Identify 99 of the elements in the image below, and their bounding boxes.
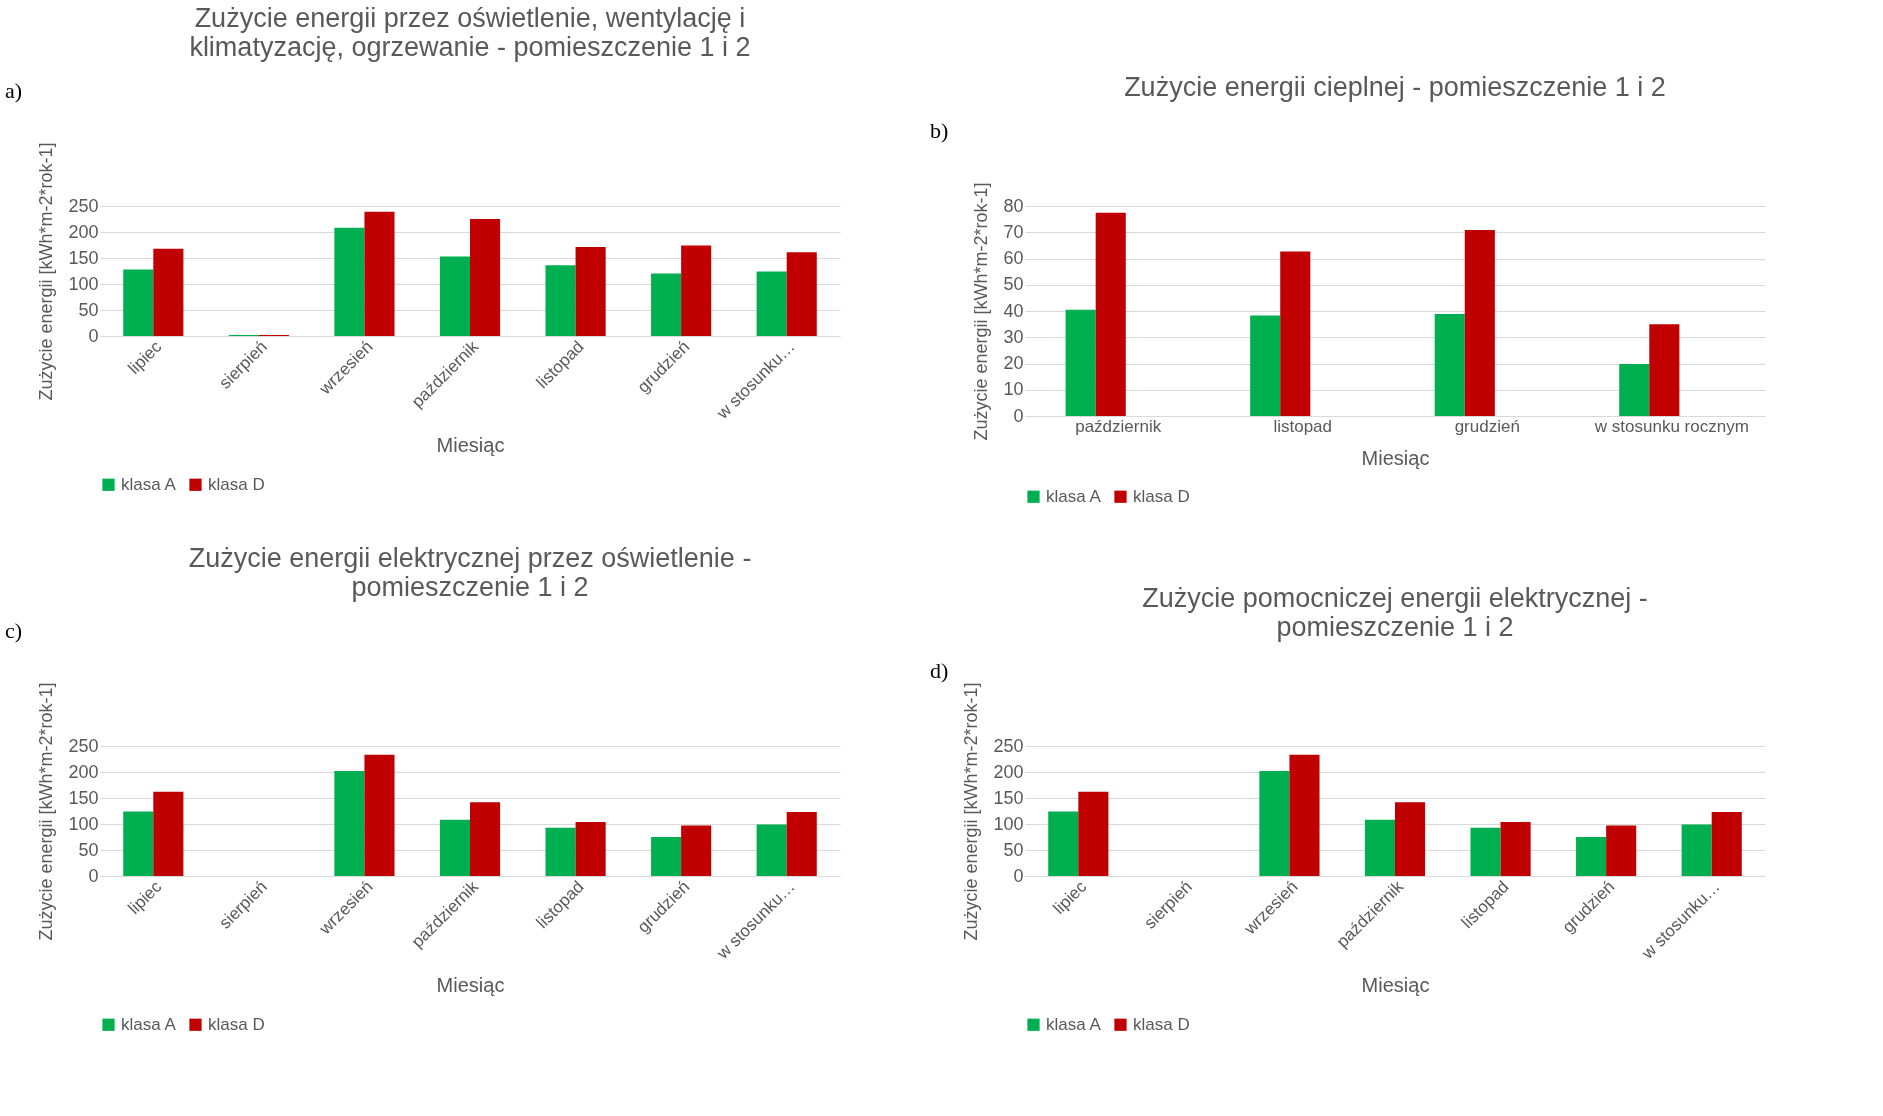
x-axis-title: Miesiąc xyxy=(1361,446,1430,469)
y-tick-label: 100 xyxy=(68,813,99,834)
y-tick-label: 250 xyxy=(993,735,1024,756)
y-axis-title: Zużycie energii [kWh*m-2*rok-1] xyxy=(971,182,992,441)
y-tick-label: 150 xyxy=(68,787,99,808)
bar xyxy=(1078,791,1109,876)
text: b) xyxy=(930,118,949,143)
bar xyxy=(1364,819,1395,876)
bar xyxy=(1395,802,1426,876)
bar xyxy=(153,791,184,876)
y-tick-label: 80 xyxy=(1003,195,1024,216)
y-axis-title: Zużycie energii [kWh*m-2*rok-1] xyxy=(36,682,57,941)
bar xyxy=(575,247,606,336)
bar xyxy=(575,821,606,876)
chart-title: Zużycie energii cieplnej - pomieszczenie 1 i 2 xyxy=(1124,72,1666,102)
bar xyxy=(364,754,395,876)
chart-title: Zużycie energii przez oświetlenie, wentylację i klimatyzację, ogrzewanie - pomieszczenie 1 i 2 xyxy=(189,3,751,62)
text: d) xyxy=(930,658,949,683)
bar xyxy=(1711,812,1742,876)
bar xyxy=(1048,811,1079,876)
x-axis-title: Miesiąc xyxy=(1361,973,1430,996)
bar xyxy=(545,827,576,876)
legend-label: klasa A xyxy=(121,1014,177,1034)
bar xyxy=(334,770,365,876)
legend-label: klasa A xyxy=(1046,1014,1102,1034)
text: a) xyxy=(5,78,23,103)
legend-label: klasa D xyxy=(1133,1014,1190,1034)
bar xyxy=(1259,770,1290,876)
x-axis-title: Miesiąc xyxy=(436,433,505,456)
y-tick-label: 10 xyxy=(1003,379,1024,400)
bar xyxy=(1619,364,1650,416)
bar xyxy=(123,269,154,336)
y-tick-label: 250 xyxy=(68,195,99,216)
bar xyxy=(439,256,470,336)
y-tick-label: 150 xyxy=(68,247,99,268)
text: c) xyxy=(5,618,23,643)
y-tick-label: 60 xyxy=(1003,248,1024,268)
bar xyxy=(681,825,712,876)
legend-label: klasa A xyxy=(1046,486,1102,506)
x-tick-label: listopad xyxy=(1273,416,1333,436)
bar xyxy=(1681,824,1712,876)
bar xyxy=(786,252,817,336)
y-axis-title: Zużycie energii [kWh*m-2*rok-1] xyxy=(36,142,57,401)
bar xyxy=(1280,251,1311,416)
y-tick-label: 100 xyxy=(68,273,99,294)
bar xyxy=(1464,229,1495,416)
bar xyxy=(756,271,787,336)
chart-title: Zużycie energii elektrycznej przez oświetlenie - pomieszczenie 1 i 2 xyxy=(188,543,752,602)
bar xyxy=(1500,821,1531,876)
bar xyxy=(1576,837,1607,876)
bar xyxy=(1606,825,1637,876)
y-tick-label: 30 xyxy=(1003,326,1024,347)
bar xyxy=(651,273,682,336)
bar xyxy=(1470,827,1501,876)
x-tick-label: październik xyxy=(1075,416,1162,436)
bar xyxy=(470,802,501,876)
y-tick-label: 50 xyxy=(78,299,99,320)
x-tick-label: w stosunku rocznym xyxy=(1593,416,1749,436)
bar xyxy=(756,824,787,876)
y-tick-label: 40 xyxy=(1003,300,1024,321)
x-tick-label: grudzień xyxy=(1454,416,1520,436)
bar xyxy=(786,812,817,876)
legend-label: klasa A xyxy=(121,474,177,494)
bar xyxy=(364,211,395,336)
y-tick-label: 100 xyxy=(993,813,1024,834)
y-tick-label: 150 xyxy=(993,787,1024,808)
y-tick-label: 50 xyxy=(1003,274,1024,295)
legend-label: klasa D xyxy=(1133,486,1190,506)
bar xyxy=(470,219,501,336)
y-tick-label: 20 xyxy=(1003,353,1024,373)
bar xyxy=(1065,309,1096,416)
y-tick-label: 200 xyxy=(68,221,99,242)
bar xyxy=(1649,324,1680,416)
y-tick-label: 70 xyxy=(1003,221,1024,242)
chart-title: Zużycie pomocniczej energii elektrycznej - pomieszczenie 1 i 2 xyxy=(1142,583,1648,642)
x-axis-title: Miesiąc xyxy=(436,973,505,996)
bar xyxy=(153,248,184,336)
bar xyxy=(1289,754,1320,876)
y-tick-label: 50 xyxy=(78,839,99,860)
y-tick-label: 200 xyxy=(68,761,99,782)
y-tick-label: 0 xyxy=(1013,865,1024,886)
y-tick-label: 200 xyxy=(993,761,1024,782)
bar xyxy=(1434,313,1465,416)
legend-label: klasa D xyxy=(208,474,265,494)
bar xyxy=(123,811,154,876)
y-tick-label: 0 xyxy=(88,865,99,886)
y-axis-title: Zużycie energii [kWh*m-2*rok-1] xyxy=(961,682,982,941)
y-tick-label: 0 xyxy=(1013,405,1024,426)
bar xyxy=(1095,212,1126,416)
y-tick-label: 50 xyxy=(1003,839,1024,860)
bar xyxy=(1250,315,1281,416)
bar xyxy=(439,819,470,876)
legend-label: klasa D xyxy=(208,1014,265,1034)
bar xyxy=(651,837,682,876)
bar xyxy=(681,245,712,336)
bar xyxy=(334,227,365,336)
y-tick-label: 250 xyxy=(68,735,99,756)
bar xyxy=(545,265,576,336)
y-tick-label: 0 xyxy=(88,325,99,346)
